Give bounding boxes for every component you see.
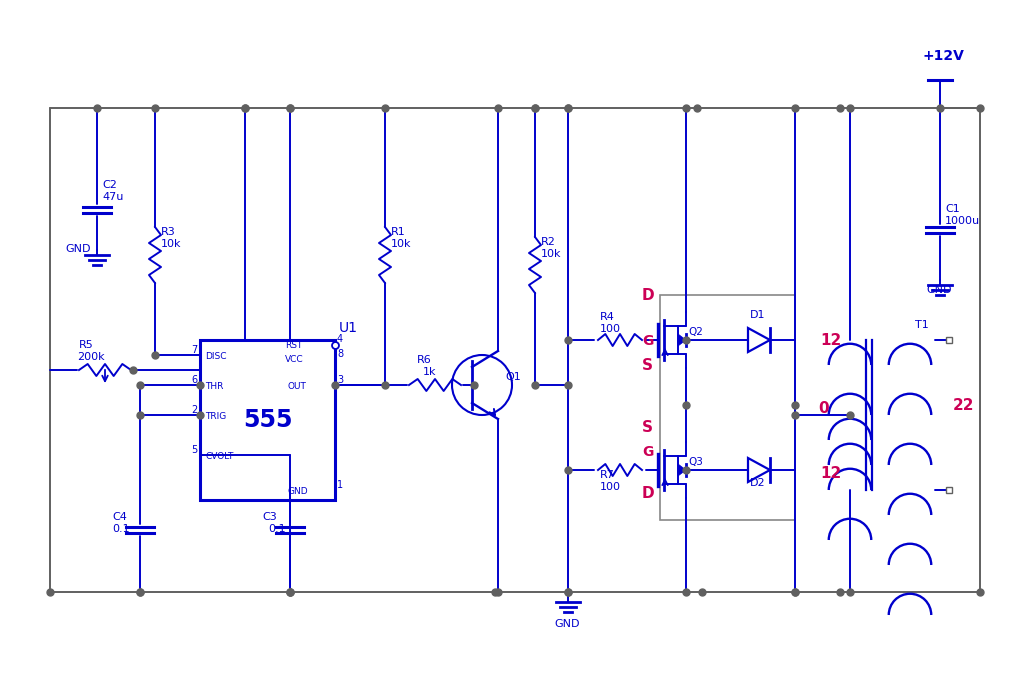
Text: C3: C3	[262, 512, 276, 522]
Text: 0: 0	[818, 401, 828, 416]
Text: U1: U1	[339, 321, 358, 335]
Text: S: S	[642, 358, 653, 373]
Text: VCC: VCC	[285, 355, 304, 364]
Text: DISC: DISC	[205, 352, 226, 361]
Text: D: D	[642, 486, 654, 501]
Text: R5: R5	[79, 340, 94, 350]
Text: 3: 3	[337, 375, 343, 385]
Bar	[660, 295, 795, 520]
Text: R6: R6	[417, 355, 432, 365]
Text: RST: RST	[285, 341, 302, 350]
Text: R2: R2	[541, 237, 556, 247]
Text: 8: 8	[337, 349, 343, 359]
Text: 100: 100	[600, 324, 621, 334]
Text: 200k: 200k	[77, 352, 104, 362]
Text: 555: 555	[243, 408, 292, 432]
Text: GND: GND	[926, 285, 951, 295]
Text: 47u: 47u	[102, 192, 123, 202]
Text: 100: 100	[600, 482, 621, 492]
Text: 1000u: 1000u	[945, 216, 980, 226]
Text: 10k: 10k	[161, 239, 181, 249]
Polygon shape	[678, 464, 686, 476]
Text: R4: R4	[600, 312, 614, 322]
Bar	[200, 340, 335, 500]
Text: D1: D1	[750, 310, 766, 320]
Text: D2: D2	[750, 478, 766, 488]
Text: 10k: 10k	[391, 239, 412, 249]
Text: R1: R1	[391, 227, 406, 237]
Text: 0.1: 0.1	[268, 524, 286, 534]
Polygon shape	[678, 334, 686, 346]
Text: 6: 6	[190, 375, 197, 385]
Text: GND: GND	[554, 619, 580, 629]
Text: R3: R3	[161, 227, 176, 237]
Text: GND: GND	[287, 487, 307, 496]
Text: C2: C2	[102, 180, 117, 190]
Text: 12: 12	[820, 466, 842, 481]
Text: G: G	[642, 334, 653, 348]
Text: G: G	[642, 445, 653, 459]
Text: OUT: OUT	[287, 382, 306, 391]
Text: TRIG: TRIG	[205, 412, 226, 421]
Text: C4: C4	[112, 512, 127, 522]
Text: 12: 12	[820, 333, 842, 348]
Text: 0.1: 0.1	[112, 524, 130, 534]
Text: THR: THR	[205, 382, 223, 391]
Text: T1: T1	[915, 320, 929, 330]
Text: 10k: 10k	[541, 249, 561, 259]
Text: Q2: Q2	[688, 327, 702, 337]
Text: S: S	[642, 420, 653, 435]
Text: 5: 5	[190, 445, 197, 455]
Text: CVOLT: CVOLT	[205, 452, 233, 461]
Text: Q3: Q3	[688, 457, 702, 467]
Text: 7: 7	[190, 345, 197, 355]
Text: Q1: Q1	[505, 372, 521, 382]
Text: D: D	[642, 288, 654, 303]
Text: +12V: +12V	[922, 49, 964, 63]
Text: 1k: 1k	[423, 367, 436, 377]
Text: 22: 22	[953, 398, 975, 413]
Text: C1: C1	[945, 204, 959, 214]
Text: 1: 1	[337, 480, 343, 490]
Text: GND: GND	[65, 244, 90, 254]
Text: 2: 2	[190, 405, 197, 415]
Text: 4: 4	[337, 334, 343, 344]
Text: R7: R7	[600, 470, 614, 480]
